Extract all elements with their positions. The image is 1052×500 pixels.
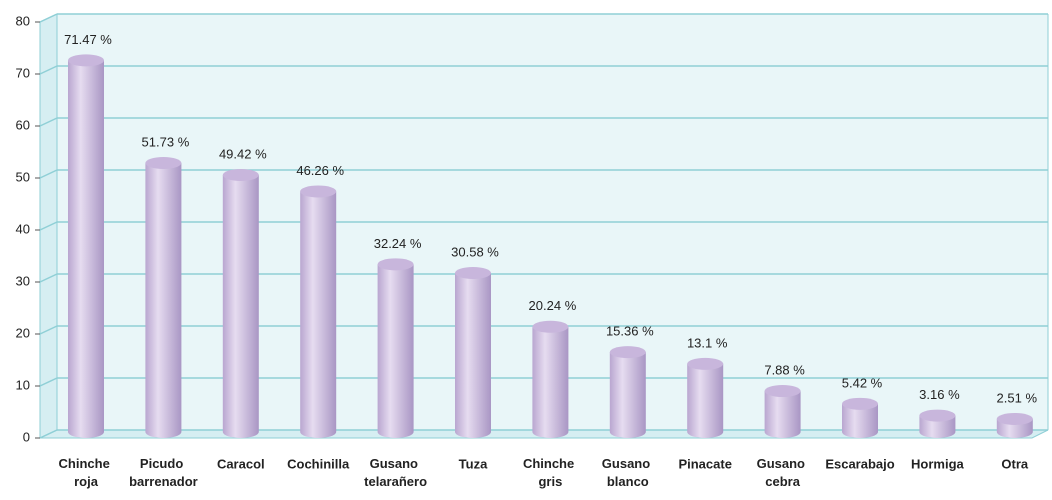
y-tick-label: 60 (16, 117, 30, 132)
value-label: 13.1 % (687, 335, 728, 350)
bar (222, 175, 259, 438)
y-tick-label: 50 (16, 169, 30, 184)
bar-top (919, 409, 956, 422)
x-tick-label: Otra (1001, 456, 1029, 471)
x-tick-label: Chinche gris (523, 456, 578, 489)
bar-top (842, 397, 878, 410)
value-label: 5.42 % (842, 375, 883, 390)
x-tick-label: Gusano cebra (757, 456, 809, 489)
bar (377, 264, 414, 438)
grid-line-side (39, 377, 58, 387)
grid-line-side (39, 429, 58, 439)
bar (455, 272, 491, 438)
x-tick-label: Escarabajo (825, 456, 894, 471)
grid-line-side (39, 273, 58, 283)
bar-top (145, 157, 182, 170)
value-label: 32.24 % (374, 236, 422, 251)
bar (687, 363, 724, 438)
bar (842, 403, 878, 438)
y-tick-label: 20 (16, 325, 30, 340)
x-tick-label: Gusano blanco (602, 456, 654, 489)
bar (145, 163, 182, 438)
x-tick-label: Gusano telarañero (364, 456, 427, 489)
x-tick-label: Tuza (459, 456, 488, 471)
bar-top (377, 258, 414, 271)
y-tick-label: 40 (16, 221, 30, 236)
x-tick-label: Hormiga (911, 456, 965, 471)
bar-top (996, 412, 1033, 425)
grid-line-side (39, 169, 58, 179)
value-label: 3.16 % (919, 387, 960, 402)
bar-top (68, 54, 104, 67)
x-tick-label: Picudo barrenador (129, 456, 198, 489)
y-tick-label: 0 (23, 429, 30, 444)
bar (68, 60, 104, 438)
x-tick-label: Caracol (217, 456, 265, 471)
value-label: 71.47 % (64, 32, 112, 47)
value-label: 2.51 % (997, 390, 1038, 405)
bar-top (455, 266, 491, 279)
grid-line-side (39, 13, 58, 23)
y-tick-label: 70 (16, 65, 30, 80)
value-label: 7.88 % (764, 362, 805, 377)
grid-line-side (39, 65, 58, 75)
bar (532, 326, 569, 438)
bar (300, 191, 337, 438)
value-label: 20.24 % (529, 298, 577, 313)
bar (764, 391, 801, 438)
value-label: 30.58 % (451, 244, 499, 259)
grid-line-side (39, 325, 58, 335)
value-label: 15.36 % (606, 324, 654, 339)
bar-top (532, 320, 569, 333)
bar-top (764, 385, 801, 398)
y-tick-label: 30 (16, 273, 30, 288)
value-label: 49.42 % (219, 146, 267, 161)
grid-line-side (39, 221, 58, 231)
x-tick-label: Chinche roja (59, 456, 114, 489)
bar (919, 415, 956, 438)
grid-line-side (39, 117, 58, 127)
bar (609, 352, 646, 438)
x-tick-label: Cochinilla (287, 456, 350, 471)
x-tick-label: Pinacate (678, 456, 731, 471)
bar-top (687, 357, 724, 370)
value-label: 46.26 % (296, 163, 344, 178)
bar-top (609, 346, 646, 359)
y-tick-label: 10 (16, 377, 30, 392)
bar-top (300, 185, 337, 198)
value-label: 51.73 % (142, 134, 190, 149)
bar-top (222, 169, 259, 182)
y-tick-label: 80 (16, 13, 30, 28)
